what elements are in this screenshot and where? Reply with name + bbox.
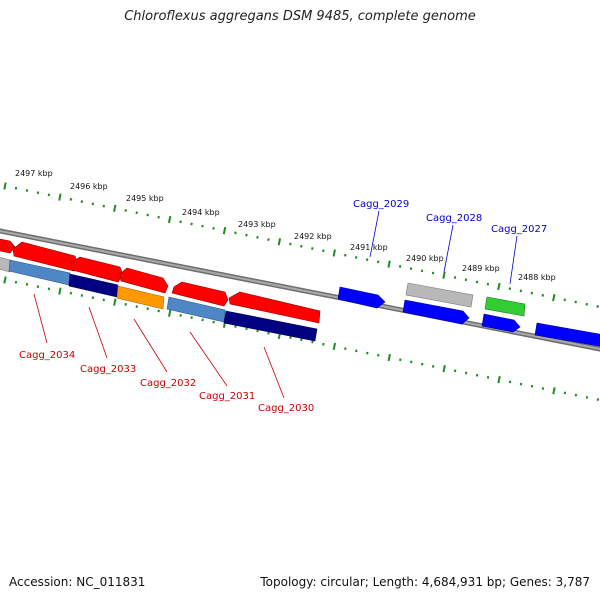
gene-red-2[interactable] [12, 241, 79, 272]
inner-ruler-major-tick [497, 376, 501, 384]
reverse-gene-labels: Cagg_2034 Cagg_2033 Cagg_2032 Cagg_2031 … [19, 293, 314, 414]
inner-ruler-major-tick [442, 364, 446, 373]
label-cagg-2027[interactable]: Cagg_2027 [491, 224, 547, 235]
gene-red-1[interactable] [0, 238, 16, 254]
scale-label-2491: 2491 kbp [350, 243, 388, 252]
gene-green-1[interactable] [484, 296, 526, 317]
outer-ruler-major-tick [167, 215, 172, 224]
gene-red-6[interactable] [228, 291, 321, 324]
scale-label-2490: 2490 kbp [406, 254, 444, 263]
leader-cagg-2029 [369, 210, 380, 258]
gene-navy-2[interactable] [223, 310, 318, 342]
scale-label-2496: 2496 kbp [70, 182, 108, 191]
inner-ruler-major-tick [387, 353, 391, 362]
label-cagg-2031[interactable]: Cagg_2031 [199, 391, 255, 402]
label-cagg-2030[interactable]: Cagg_2030 [258, 403, 314, 414]
leader-cagg-2028 [443, 224, 454, 273]
scale-label-2488: 2488 kbp [518, 273, 556, 282]
label-cagg-2029[interactable]: Cagg_2029 [353, 199, 409, 210]
gene-blue-4[interactable] [534, 322, 600, 347]
scale-label-2497: 2497 kbp [15, 169, 53, 178]
gene-orange-1[interactable] [116, 285, 165, 310]
inner-ruler-major-tick [332, 342, 337, 351]
inner-ruler-major-tick [58, 287, 62, 295]
outer-ruler-major-tick [387, 260, 391, 268]
scale-label-2495: 2495 kbp [126, 194, 164, 203]
leader-cagg-2027 [509, 235, 518, 285]
gene-blue-2[interactable] [402, 299, 470, 325]
inner-ruler [3, 276, 600, 401]
leader-cagg-2030 [263, 346, 285, 399]
forward-gene-labels: Cagg_2029 Cagg_2028 Cagg_2027 [353, 199, 547, 285]
forward-strand-genes [337, 282, 600, 347]
gene-blue-3[interactable] [481, 313, 521, 333]
gene-blue-1[interactable] [337, 286, 386, 309]
gene-gray-1[interactable] [405, 282, 474, 308]
outer-ruler [3, 182, 599, 308]
gene-red-4[interactable] [119, 267, 169, 294]
gene-gray-left[interactable] [0, 256, 11, 273]
inner-ruler-major-tick [113, 298, 117, 306]
leader-cagg-2034 [33, 293, 48, 344]
scale-label-2489: 2489 kbp [462, 264, 500, 273]
inner-ruler-major-tick [552, 387, 556, 395]
scale-label-2492: 2492 kbp [294, 232, 332, 241]
outer-ruler-major-tick [113, 204, 117, 212]
outer-ruler-major-tick [222, 227, 227, 235]
outer-ruler-major-tick [3, 182, 7, 190]
outer-ruler-major-tick [552, 293, 556, 302]
accession-label: Accession: NC_011831 [9, 575, 146, 589]
outer-ruler-major-tick [442, 271, 446, 279]
scale-label-2494: 2494 kbp [182, 208, 220, 217]
map-title: Chloroflexus aggregans DSM 9485, complet… [124, 9, 476, 24]
inner-ruler-major-tick [3, 276, 7, 284]
leader-cagg-2031 [189, 331, 228, 387]
label-cagg-2034[interactable]: Cagg_2034 [19, 350, 75, 361]
inner-ruler-major-tick [168, 309, 172, 317]
leader-cagg-2033 [88, 306, 108, 359]
outer-ruler-major-tick [58, 193, 62, 201]
gene-red-5[interactable] [171, 281, 229, 307]
leader-cagg-2032 [133, 318, 168, 373]
scale-label-2493: 2493 kbp [238, 220, 276, 229]
gene-red-3[interactable] [70, 256, 124, 283]
outer-ruler-major-tick [277, 238, 282, 246]
genome-summary: Topology: circular; Length: 4,684,931 bp… [260, 575, 590, 589]
reverse-inner-genes [0, 256, 318, 342]
outer-ruler-major-tick [497, 282, 501, 291]
outer-ruler-major-tick [332, 249, 336, 257]
label-cagg-2028[interactable]: Cagg_2028 [426, 213, 482, 224]
label-cagg-2033[interactable]: Cagg_2033 [80, 364, 136, 375]
label-cagg-2032[interactable]: Cagg_2032 [140, 378, 196, 389]
reverse-strand-genes [0, 238, 321, 324]
scale-labels: 2497 kbp 2496 kbp 2495 kbp 2494 kbp 2493… [15, 169, 556, 282]
